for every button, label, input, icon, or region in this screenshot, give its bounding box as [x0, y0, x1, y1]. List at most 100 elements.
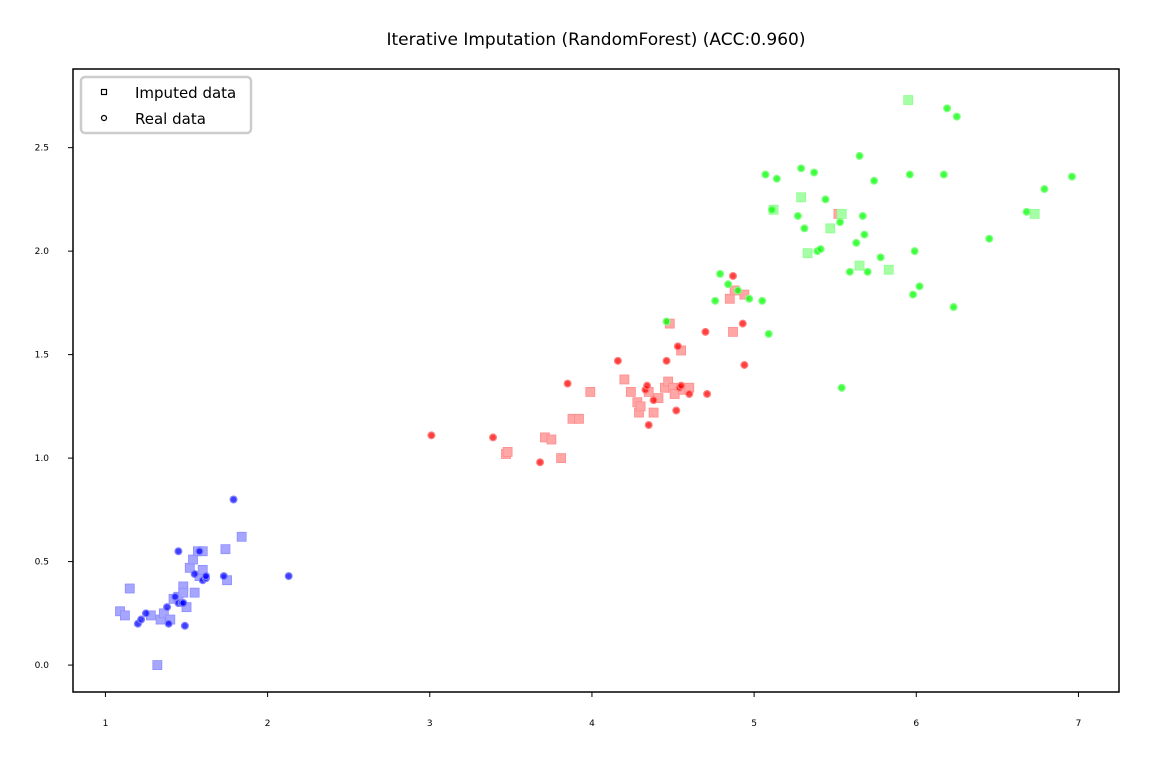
real-data-point [171, 592, 180, 601]
real-data-point [716, 269, 725, 278]
real-data-point [858, 211, 867, 220]
real-data-point [179, 598, 188, 607]
imputed-data-point [1029, 208, 1040, 219]
real-data-point [711, 296, 720, 305]
axes-frame [72, 68, 1120, 693]
real-data-point [685, 389, 694, 398]
imputed-data-point [635, 401, 646, 412]
x-tick-label: 5 [751, 719, 757, 729]
real-data-point [703, 389, 712, 398]
real-data-point [910, 247, 919, 256]
y-tick-label: 0.5 [35, 558, 49, 568]
imputed-data-point [556, 453, 567, 464]
real-data-point [1022, 207, 1031, 216]
real-data-point [137, 615, 146, 624]
chart-title: Iterative Imputation (RandomForest) (ACC… [387, 30, 806, 50]
imputed-data-point [152, 660, 163, 670]
real-data-point [643, 381, 652, 390]
legend-real-label: Real data [135, 110, 206, 128]
imputed-data-point [883, 264, 894, 275]
imputed-data-point [854, 260, 865, 271]
imputed-data-point [546, 434, 557, 445]
imputed-data-point [574, 413, 584, 424]
real-data-point [180, 621, 189, 630]
real-data-point [701, 327, 710, 336]
real-data-point [905, 170, 914, 179]
real-data-point [141, 609, 150, 618]
real-data-point [837, 383, 846, 392]
real-data-point [810, 168, 819, 177]
real-data-point [836, 218, 845, 227]
imputed-data-point [236, 531, 247, 542]
imputed-data-point [625, 386, 636, 397]
real-data-point [662, 317, 671, 326]
real-data-point [855, 151, 864, 160]
imputed-data-point [220, 544, 231, 555]
x-tick-label: 1 [103, 719, 109, 729]
real-data-point [845, 267, 854, 276]
real-data-point [174, 547, 183, 556]
real-data-point [852, 238, 861, 247]
real-data-point [201, 572, 210, 581]
real-data-point [536, 458, 545, 467]
real-data-point [909, 290, 918, 299]
real-data-point [797, 164, 806, 173]
real-data-point [939, 170, 948, 179]
real-data-point [229, 495, 238, 504]
real-data-point [677, 381, 686, 390]
real-data-point [733, 286, 742, 295]
real-data-point [613, 356, 622, 365]
real-data-point [816, 245, 825, 254]
real-data-point [163, 603, 172, 612]
real-data-point [860, 230, 869, 239]
real-data-point [943, 104, 952, 113]
imputed-data-point [724, 293, 735, 304]
real-data-point [649, 396, 658, 405]
imputed-data-point [802, 248, 813, 259]
x-tick-label: 2 [265, 719, 271, 729]
real-data-point [821, 195, 830, 204]
imputed-data-point [728, 326, 738, 337]
y-tick-label: 1.0 [35, 454, 50, 464]
imputed-data-point [585, 386, 596, 397]
real-data-point [952, 112, 961, 121]
real-data-point [758, 296, 767, 305]
y-tick-label: 2.0 [35, 247, 50, 257]
legend-imputed-label: Imputed data [135, 84, 236, 102]
real-data-point [949, 303, 958, 312]
imputed-data-point [739, 289, 750, 300]
real-data-point [724, 280, 733, 289]
legend: Imputed data Real data [79, 75, 253, 135]
real-data-point [489, 433, 498, 442]
real-data-point [195, 547, 204, 556]
real-data-point [876, 253, 885, 262]
imputed-data-point [189, 587, 200, 598]
real-data-point [863, 267, 872, 276]
imputed-data-point [648, 407, 659, 418]
real-data-point [1040, 185, 1049, 194]
real-data-point [673, 342, 682, 351]
imputed-data-point [836, 208, 847, 219]
real-data-point [870, 176, 879, 185]
real-data-point [738, 319, 747, 328]
imputed-data-point [903, 95, 914, 105]
real-data-point [767, 205, 776, 214]
real-data-point [761, 170, 770, 179]
real-data-point [793, 211, 802, 220]
real-data-point [985, 234, 994, 243]
real-data-point [729, 271, 738, 280]
x-tick-label: 4 [589, 719, 595, 729]
imputed-data-point [188, 554, 198, 565]
imputed-data-point [124, 583, 135, 594]
real-data-point [427, 431, 436, 440]
real-data-point [662, 356, 671, 365]
legend-box [79, 75, 253, 135]
legend-imputed-marker [100, 88, 108, 96]
x-tick-label: 7 [1076, 719, 1082, 729]
imputed-data-point [119, 610, 130, 621]
x-tick-label: 3 [427, 719, 433, 729]
real-data-point [745, 294, 754, 303]
y-tick-label: 2.5 [35, 144, 49, 154]
